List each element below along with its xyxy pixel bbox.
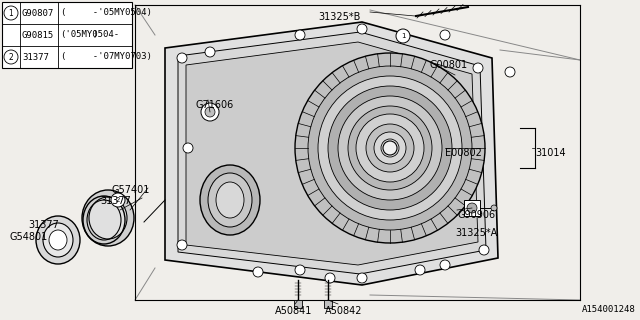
Circle shape xyxy=(381,139,399,157)
Text: 31377: 31377 xyxy=(28,220,59,230)
Text: 2: 2 xyxy=(116,197,120,203)
Text: 31014: 31014 xyxy=(535,148,566,158)
Text: -'07MY0703): -'07MY0703) xyxy=(82,52,152,61)
Text: -'05MY0504): -'05MY0504) xyxy=(82,9,152,18)
Circle shape xyxy=(479,245,489,255)
Ellipse shape xyxy=(43,223,73,257)
Ellipse shape xyxy=(216,182,244,218)
Text: G90906: G90906 xyxy=(458,210,496,220)
Text: 31325*A: 31325*A xyxy=(455,228,497,238)
Circle shape xyxy=(4,50,18,64)
Text: 31377: 31377 xyxy=(22,52,49,61)
Circle shape xyxy=(308,66,472,230)
Circle shape xyxy=(295,53,485,243)
Circle shape xyxy=(473,63,483,73)
Circle shape xyxy=(491,205,497,211)
Polygon shape xyxy=(178,32,486,274)
Bar xyxy=(324,300,332,308)
Text: ): ) xyxy=(82,30,98,39)
Text: G54801: G54801 xyxy=(10,232,48,242)
Text: ('05MY0504-: ('05MY0504- xyxy=(60,30,119,39)
Text: 31325*B: 31325*B xyxy=(318,12,360,22)
Circle shape xyxy=(415,265,425,275)
Circle shape xyxy=(177,240,187,250)
Text: 2: 2 xyxy=(8,52,13,61)
Circle shape xyxy=(357,273,367,283)
Circle shape xyxy=(325,273,335,283)
Circle shape xyxy=(111,193,125,207)
Text: G71606: G71606 xyxy=(195,100,233,110)
Bar xyxy=(464,200,480,216)
Circle shape xyxy=(383,141,397,155)
Circle shape xyxy=(4,6,18,20)
Circle shape xyxy=(440,260,450,270)
Text: 1: 1 xyxy=(401,33,405,39)
Ellipse shape xyxy=(49,230,67,250)
Circle shape xyxy=(505,67,515,77)
Circle shape xyxy=(183,143,193,153)
Polygon shape xyxy=(186,42,478,265)
Bar xyxy=(294,300,302,308)
Bar xyxy=(2,2,132,68)
Text: G90815: G90815 xyxy=(22,30,54,39)
Circle shape xyxy=(295,30,305,40)
Circle shape xyxy=(205,47,215,57)
Circle shape xyxy=(440,30,450,40)
Circle shape xyxy=(356,114,424,182)
Ellipse shape xyxy=(36,216,80,264)
Ellipse shape xyxy=(82,190,134,246)
Ellipse shape xyxy=(89,197,127,239)
Ellipse shape xyxy=(208,173,252,227)
Text: G00801: G00801 xyxy=(430,60,468,70)
Circle shape xyxy=(295,265,305,275)
Circle shape xyxy=(338,96,442,200)
Text: E00802: E00802 xyxy=(445,148,482,158)
Text: A154001248: A154001248 xyxy=(582,305,636,314)
Text: G57401: G57401 xyxy=(112,185,150,195)
Circle shape xyxy=(374,132,406,164)
Circle shape xyxy=(328,86,452,210)
Text: (: ( xyxy=(60,52,65,61)
Text: A50841: A50841 xyxy=(275,306,312,316)
Circle shape xyxy=(348,106,432,190)
Text: 1: 1 xyxy=(8,9,13,18)
Text: 31377: 31377 xyxy=(100,196,131,206)
Text: (: ( xyxy=(60,9,65,18)
Circle shape xyxy=(366,124,414,172)
Circle shape xyxy=(396,29,410,43)
Ellipse shape xyxy=(200,165,260,235)
Circle shape xyxy=(201,103,219,121)
Circle shape xyxy=(205,107,215,117)
Polygon shape xyxy=(165,22,498,285)
Circle shape xyxy=(253,267,263,277)
Text: G90807: G90807 xyxy=(22,9,54,18)
Text: A50842: A50842 xyxy=(325,306,362,316)
Circle shape xyxy=(177,53,187,63)
Circle shape xyxy=(467,203,477,213)
Circle shape xyxy=(357,24,367,34)
Circle shape xyxy=(318,76,462,220)
